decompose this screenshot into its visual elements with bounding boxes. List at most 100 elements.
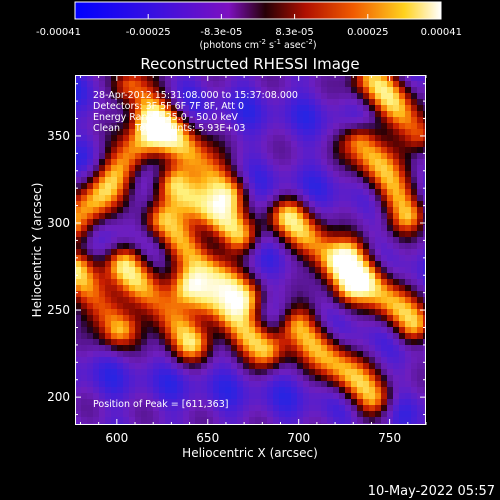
heatmap-cell xyxy=(351,297,357,303)
heatmap-cell xyxy=(81,357,87,363)
heatmap-cell xyxy=(369,105,375,111)
heatmap-cell xyxy=(87,213,93,219)
heatmap-cell xyxy=(291,261,297,267)
heatmap-cell xyxy=(213,165,219,171)
heatmap-cell xyxy=(357,195,363,201)
heatmap-cell xyxy=(195,183,201,189)
heatmap-cell xyxy=(255,93,261,99)
heatmap-cell xyxy=(357,189,363,195)
heatmap-cell xyxy=(243,171,249,177)
heatmap-cell xyxy=(393,279,399,285)
heatmap-cell xyxy=(273,255,279,261)
heatmap-cell xyxy=(237,291,243,297)
heatmap-cell xyxy=(141,399,147,405)
heatmap-cell xyxy=(417,345,423,351)
heatmap-cell xyxy=(93,423,99,425)
heatmap-cell xyxy=(405,249,411,255)
heatmap-cell xyxy=(369,207,375,213)
heatmap-cell xyxy=(99,297,105,303)
heatmap-cell xyxy=(411,117,417,123)
heatmap-cell xyxy=(423,315,426,321)
heatmap-cell xyxy=(261,327,267,333)
heatmap-cell xyxy=(219,285,225,291)
heatmap-cell xyxy=(183,255,189,261)
heatmap-cell xyxy=(375,309,381,315)
heatmap-cell xyxy=(381,231,387,237)
heatmap-cell xyxy=(339,219,345,225)
heatmap-cell xyxy=(75,351,81,357)
heatmap-cell xyxy=(147,231,153,237)
heatmap-cell xyxy=(393,273,399,279)
heatmap-cell xyxy=(285,303,291,309)
heatmap-cell xyxy=(267,369,273,375)
heatmap-cell xyxy=(309,159,315,165)
y-axis-label: Heliocentric Y (arcsec) xyxy=(30,183,44,318)
heatmap-cell xyxy=(297,87,303,93)
heatmap-cell xyxy=(171,105,177,111)
heatmap-cell xyxy=(423,165,426,171)
heatmap-cell xyxy=(87,201,93,207)
heatmap-cell xyxy=(75,183,81,189)
heatmap-cell xyxy=(147,171,153,177)
heatmap-cell xyxy=(81,423,87,425)
heatmap-cell xyxy=(237,249,243,255)
heatmap-cell xyxy=(153,321,159,327)
heatmap-cell xyxy=(195,249,201,255)
heatmap-cell xyxy=(363,225,369,231)
heatmap-cell xyxy=(243,411,249,417)
heatmap-cell xyxy=(393,135,399,141)
heatmap-cell xyxy=(339,213,345,219)
heatmap-cell xyxy=(375,237,381,243)
heatmap-cell xyxy=(267,363,273,369)
heatmap-cell xyxy=(375,219,381,225)
heatmap-cell xyxy=(159,225,165,231)
heatmap-cell xyxy=(315,333,321,339)
heatmap-cell xyxy=(267,171,273,177)
heatmap-cell xyxy=(213,171,219,177)
heatmap-cell xyxy=(351,255,357,261)
heatmap-cell xyxy=(177,327,183,333)
heatmap-cell xyxy=(363,399,369,405)
heatmap-cell xyxy=(285,201,291,207)
heatmap-cell xyxy=(303,327,309,333)
heatmap-cell xyxy=(213,327,219,333)
heatmap-cell xyxy=(195,405,201,411)
heatmap-cell xyxy=(213,417,219,423)
heatmap-cell xyxy=(417,231,423,237)
heatmap-cell xyxy=(321,111,327,117)
colorbar-tick-label: -8.3e-05 xyxy=(200,27,242,38)
heatmap-cell xyxy=(423,405,426,411)
heatmap-cell xyxy=(231,81,237,87)
heatmap-cell xyxy=(387,261,393,267)
heatmap-cell xyxy=(75,315,81,321)
heatmap-cell xyxy=(135,213,141,219)
heatmap-cell xyxy=(417,333,423,339)
heatmap-cell xyxy=(273,261,279,267)
heatmap-cell xyxy=(237,351,243,357)
heatmap-cell xyxy=(159,405,165,411)
heatmap-cell xyxy=(159,153,165,159)
heatmap-cell xyxy=(123,417,129,423)
heatmap-cell xyxy=(237,129,243,135)
heatmap-cell xyxy=(129,99,135,105)
heatmap-cell xyxy=(207,201,213,207)
heatmap-cell xyxy=(351,93,357,99)
heatmap-cell xyxy=(141,375,147,381)
heatmap-cell xyxy=(369,399,375,405)
heatmap-cell xyxy=(345,231,351,237)
heatmap-cell xyxy=(321,345,327,351)
heatmap-cell xyxy=(309,357,315,363)
heatmap-cell xyxy=(399,327,405,333)
heatmap-cell xyxy=(273,273,279,279)
heatmap-cell xyxy=(183,75,189,81)
heatmap-cell xyxy=(369,99,375,105)
heatmap-cell xyxy=(153,267,159,273)
heatmap-cell xyxy=(201,315,207,321)
heatmap-cell xyxy=(159,309,165,315)
heatmap-cell xyxy=(153,303,159,309)
heatmap-cell xyxy=(99,105,105,111)
heatmap-cell xyxy=(177,357,183,363)
heatmap-cell xyxy=(309,243,315,249)
heatmap-cell xyxy=(129,327,135,333)
heatmap-cell xyxy=(285,309,291,315)
